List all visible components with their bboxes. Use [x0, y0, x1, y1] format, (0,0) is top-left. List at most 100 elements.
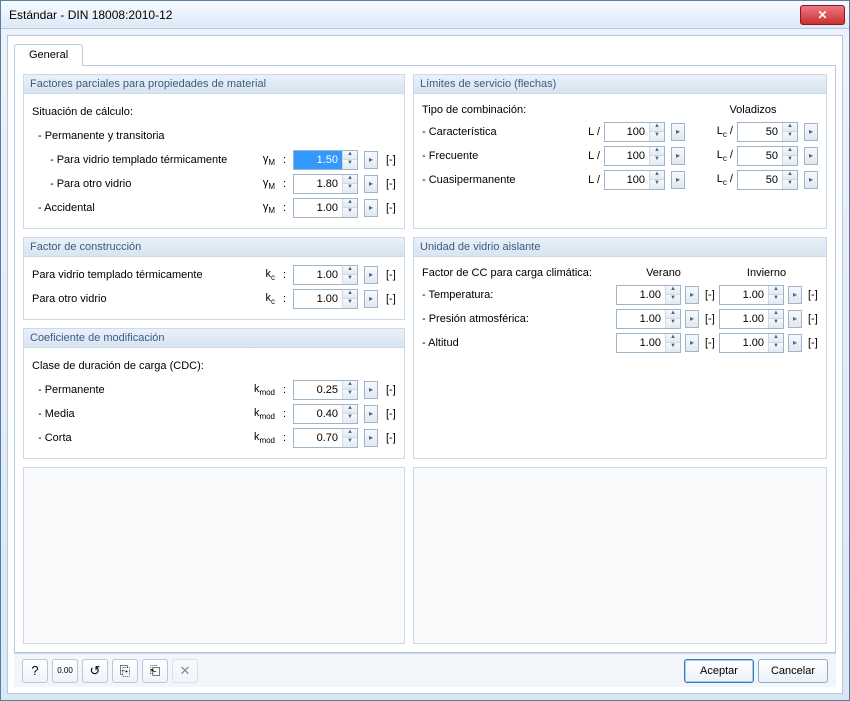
spin-up-icon[interactable]: ▲ — [343, 429, 357, 438]
pick-button[interactable]: ▸ — [671, 147, 685, 165]
pick-button[interactable]: ▸ — [788, 286, 802, 304]
input-kmod-0[interactable]: ▲▼ — [293, 380, 358, 400]
tab-page-general: Factores parciales para propiedades de m… — [14, 66, 836, 653]
spin-down-icon[interactable]: ▼ — [343, 160, 357, 169]
spin-down-icon[interactable]: ▼ — [769, 319, 783, 328]
spin-down-icon[interactable]: ▼ — [343, 208, 357, 217]
tab-general[interactable]: General — [14, 44, 83, 66]
spin-down-icon[interactable]: ▼ — [343, 414, 357, 423]
input-kc-tempered[interactable]: ▲▼ — [293, 265, 358, 285]
input-kc-other[interactable]: ▲▼ — [293, 289, 358, 309]
input-gammaM-other[interactable]: ▲▼ — [293, 174, 358, 194]
pick-button[interactable]: ▸ — [671, 123, 685, 141]
input-gammaM-tempered[interactable]: ▲▼ — [293, 150, 358, 170]
spin-down-icon[interactable]: ▼ — [783, 180, 797, 189]
pick-button[interactable]: ▸ — [671, 171, 685, 189]
spin-up-icon[interactable]: ▲ — [343, 199, 357, 208]
spin-down-icon[interactable]: ▼ — [343, 299, 357, 308]
input-igu-winter-1[interactable]: ▲▼ — [719, 309, 784, 329]
spin-up-icon[interactable]: ▲ — [783, 171, 797, 180]
spin-down-icon[interactable]: ▼ — [650, 132, 664, 141]
pick-button[interactable]: ▸ — [685, 334, 699, 352]
spin-down-icon[interactable]: ▼ — [343, 390, 357, 399]
spin-up-icon[interactable]: ▲ — [769, 310, 783, 319]
pick-button[interactable]: ▸ — [788, 310, 802, 328]
spin-up-icon[interactable]: ▲ — [650, 147, 664, 156]
spin-up-icon[interactable]: ▲ — [650, 123, 664, 132]
paste-button[interactable]: ⎗ — [142, 659, 168, 683]
pick-button[interactable]: ▸ — [364, 429, 378, 447]
spin-up-icon[interactable]: ▲ — [650, 171, 664, 180]
value-gammaM-accidental[interactable] — [294, 199, 342, 217]
pick-button[interactable]: ▸ — [685, 310, 699, 328]
spin-down-icon[interactable]: ▼ — [769, 343, 783, 352]
pick-button[interactable]: ▸ — [804, 171, 818, 189]
spin-up-icon[interactable]: ▲ — [783, 123, 797, 132]
ok-button[interactable]: Aceptar — [684, 659, 754, 683]
spin-up-icon[interactable]: ▲ — [769, 286, 783, 295]
value-gammaM-tempered[interactable] — [294, 151, 342, 169]
input-service-Lc-1[interactable]: ▲▼ — [737, 146, 798, 166]
delete-button: ✕ — [172, 659, 198, 683]
value-gammaM-other[interactable] — [294, 175, 342, 193]
pick-button[interactable]: ▸ — [364, 199, 378, 217]
decimals-button[interactable]: 0.00 — [52, 659, 78, 683]
spin-up-icon[interactable]: ▲ — [666, 334, 680, 343]
spin-up-icon[interactable]: ▲ — [666, 310, 680, 319]
spin-down-icon[interactable]: ▼ — [650, 180, 664, 189]
copy-button[interactable]: ⎘ — [112, 659, 138, 683]
spin-down-icon[interactable]: ▼ — [343, 184, 357, 193]
service-row-label: - Característica — [422, 126, 572, 138]
pick-button[interactable]: ▸ — [364, 405, 378, 423]
spin-up-icon[interactable]: ▲ — [343, 381, 357, 390]
spin-up-icon[interactable]: ▲ — [343, 405, 357, 414]
input-kmod-1[interactable]: ▲▼ — [293, 404, 358, 424]
spin-down-icon[interactable]: ▼ — [783, 132, 797, 141]
pick-button[interactable]: ▸ — [804, 123, 818, 141]
input-service-L-0[interactable]: ▲▼ — [604, 122, 665, 142]
spin-up-icon[interactable]: ▲ — [783, 147, 797, 156]
input-service-L-2[interactable]: ▲▼ — [604, 170, 665, 190]
input-igu-summer-1[interactable]: ▲▼ — [616, 309, 681, 329]
client-area: General Factores parciales para propieda… — [7, 35, 843, 694]
input-igu-winter-0[interactable]: ▲▼ — [719, 285, 784, 305]
copy-icon: ⎘ — [120, 663, 130, 679]
input-gammaM-accidental[interactable]: ▲▼ — [293, 198, 358, 218]
pick-button[interactable]: ▸ — [685, 286, 699, 304]
spin-down-icon[interactable]: ▼ — [769, 295, 783, 304]
spin-up-icon[interactable]: ▲ — [343, 175, 357, 184]
spin-down-icon[interactable]: ▼ — [783, 156, 797, 165]
close-button[interactable]: ✕ — [800, 5, 845, 25]
spin-up-icon[interactable]: ▲ — [769, 334, 783, 343]
group-header-igu: Unidad de vidrio aislante — [414, 238, 826, 257]
spin-down-icon[interactable]: ▼ — [343, 275, 357, 284]
pick-button[interactable]: ▸ — [364, 290, 378, 308]
input-service-Lc-0[interactable]: ▲▼ — [737, 122, 798, 142]
input-igu-summer-0[interactable]: ▲▼ — [616, 285, 681, 305]
spin-up-icon[interactable]: ▲ — [666, 286, 680, 295]
cancel-button[interactable]: Cancelar — [758, 659, 828, 683]
units-button[interactable]: ↺ — [82, 659, 108, 683]
spin-up-icon[interactable]: ▲ — [343, 266, 357, 275]
spin-up-icon[interactable]: ▲ — [343, 290, 357, 299]
pick-button[interactable]: ▸ — [788, 334, 802, 352]
input-service-Lc-2[interactable]: ▲▼ — [737, 170, 798, 190]
window-title: Estándar - DIN 18008:2010-12 — [9, 8, 800, 22]
spin-down-icon[interactable]: ▼ — [343, 438, 357, 447]
header-summer: Verano — [612, 267, 715, 279]
input-igu-summer-2[interactable]: ▲▼ — [616, 333, 681, 353]
spin-down-icon[interactable]: ▼ — [666, 319, 680, 328]
spin-down-icon[interactable]: ▼ — [666, 343, 680, 352]
input-kmod-2[interactable]: ▲▼ — [293, 428, 358, 448]
pick-button[interactable]: ▸ — [364, 381, 378, 399]
pick-button[interactable]: ▸ — [364, 175, 378, 193]
input-service-L-1[interactable]: ▲▼ — [604, 146, 665, 166]
pick-button[interactable]: ▸ — [364, 151, 378, 169]
spin-up-icon[interactable]: ▲ — [343, 151, 357, 160]
spin-down-icon[interactable]: ▼ — [666, 295, 680, 304]
spin-down-icon[interactable]: ▼ — [650, 156, 664, 165]
help-button[interactable]: ? — [22, 659, 48, 683]
pick-button[interactable]: ▸ — [364, 266, 378, 284]
input-igu-winter-2[interactable]: ▲▼ — [719, 333, 784, 353]
pick-button[interactable]: ▸ — [804, 147, 818, 165]
